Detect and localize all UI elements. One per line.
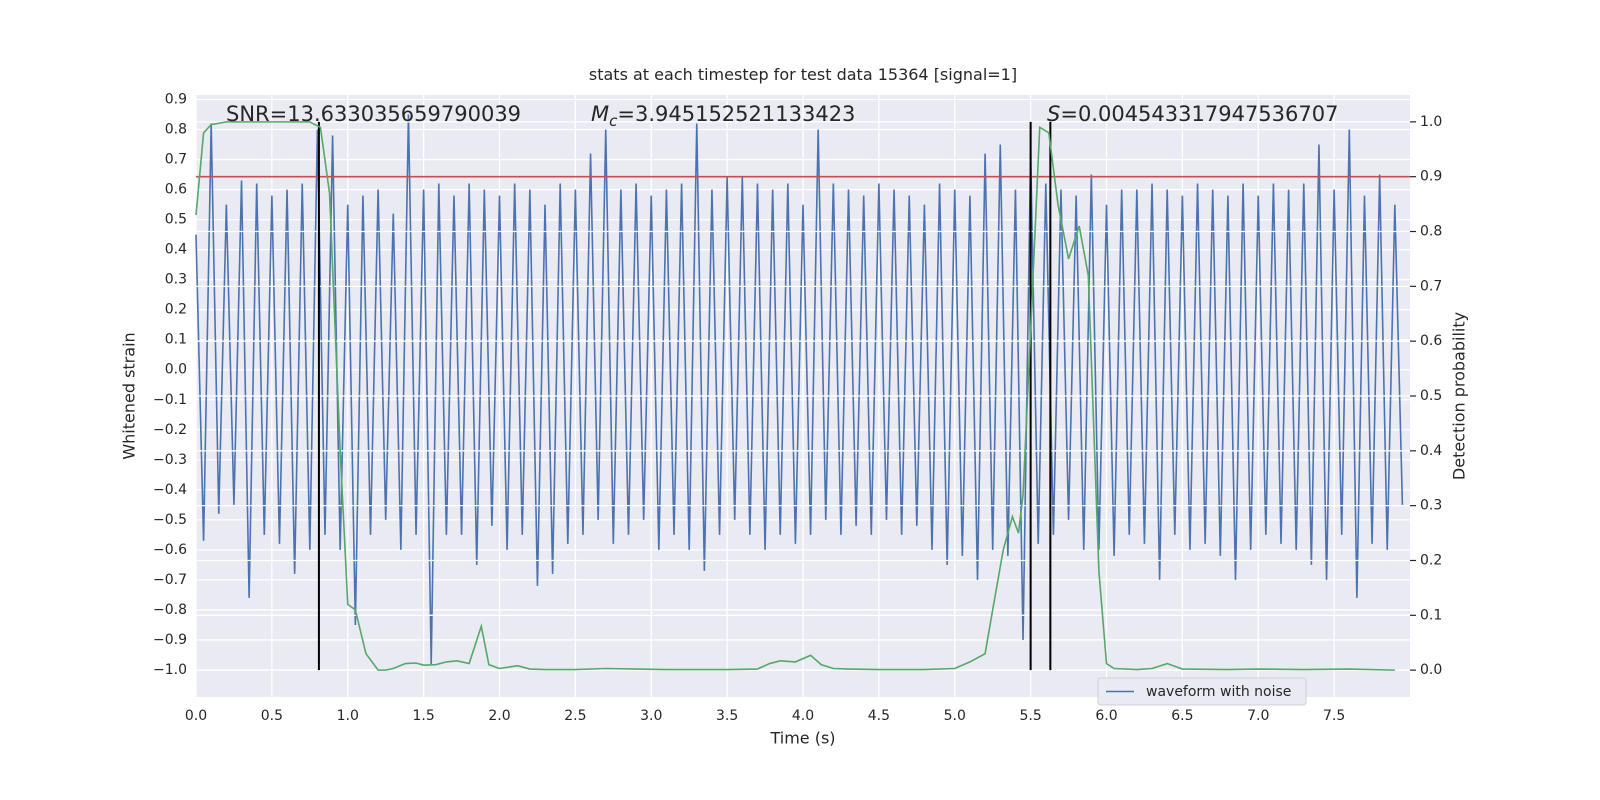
y-tick-label: −0.8	[153, 602, 187, 618]
annotation-text: SNR=13.633035659790039	[226, 102, 521, 126]
y2-tick-label: 0.5	[1420, 388, 1442, 404]
x-tick-label: 7.5	[1323, 708, 1345, 724]
data-line	[195, 114, 1404, 664]
y2-axis-label: Detection probability	[1450, 312, 1469, 480]
y-tick-label: 0.9	[165, 92, 187, 108]
x-tick-label: 2.0	[488, 708, 510, 724]
x-tick-label: 5.0	[944, 708, 966, 724]
y-tick-label: 0.6	[165, 182, 187, 198]
y-tick-label: −0.4	[153, 482, 187, 498]
y-tick-label: 0.2	[165, 302, 187, 318]
data-line	[195, 121, 1395, 671]
y-axis-label: Whitened strain	[120, 332, 139, 459]
x-tick-label: 1.5	[412, 708, 434, 724]
legend-box	[1097, 677, 1307, 706]
legend: waveform with noise	[1097, 677, 1307, 706]
y-tick-label: −1.0	[153, 662, 187, 678]
y-tick-label: 0.1	[165, 332, 187, 348]
y-tick-label: 0.8	[165, 122, 187, 138]
y2-tick-label: 0.6	[1420, 333, 1442, 349]
x-tick-label: 4.0	[792, 708, 814, 724]
y-tick-label: 0.5	[165, 212, 187, 228]
annotation-symbol: S	[1047, 102, 1060, 126]
x-tick-label: 1.0	[337, 708, 359, 724]
x-tick-label: 3.0	[640, 708, 662, 724]
y-tick-label: −0.2	[153, 422, 187, 438]
y2-tick-label: 0.1	[1420, 607, 1442, 623]
annotation: Mc=3.945152521133423	[591, 102, 855, 130]
x-tick-label: 6.5	[1171, 708, 1193, 724]
x-tick-label: 0.5	[261, 708, 283, 724]
annotation-symbol: M	[591, 102, 609, 126]
y-tick-label: −0.9	[153, 632, 187, 648]
x-tick-label: 6.0	[1095, 708, 1117, 724]
annotation-text: =3.945152521133423	[617, 102, 855, 126]
y2-tick-label: 0.9	[1420, 169, 1442, 185]
x-tick-label: 3.5	[716, 708, 738, 724]
annotation-subscript: c	[609, 112, 618, 130]
y-tick-label: −0.6	[153, 542, 187, 558]
y2-tick-label: 0.3	[1420, 498, 1442, 514]
annotation-text: =0.004543317947536707	[1060, 102, 1338, 126]
y-tick-label: −0.7	[153, 572, 187, 588]
chart-title: stats at each timestep for test data 153…	[589, 65, 1017, 84]
y2-tick-label: 0.4	[1420, 443, 1442, 459]
y-tick-label: 0.3	[165, 272, 187, 288]
x-tick-label: 7.0	[1247, 708, 1269, 724]
y2-tick-label: 1.0	[1420, 114, 1442, 130]
legend-label: waveform with noise	[1146, 684, 1291, 700]
y-tick-label: 0.0	[165, 362, 187, 378]
y-tick-label: −0.1	[153, 392, 187, 408]
x-tick-label: 0.0	[185, 708, 207, 724]
y2-tick-label: 0.0	[1420, 662, 1442, 678]
annotation: S=0.004543317947536707	[1047, 102, 1338, 126]
y2-tick-label: 0.7	[1420, 278, 1442, 294]
y2-tick-label: 0.2	[1420, 552, 1442, 568]
x-tick-label: 5.5	[1019, 708, 1041, 724]
x-tick-label: 2.5	[564, 708, 586, 724]
y-tick-label: 0.7	[165, 152, 187, 168]
y-tick-label: −0.3	[153, 452, 187, 468]
annotation: SNR=13.633035659790039	[226, 102, 521, 126]
x-tick-label: 4.5	[868, 708, 890, 724]
y-tick-label: −0.5	[153, 512, 187, 528]
y-tick-label: 0.4	[165, 242, 187, 258]
y2-tick-label: 0.8	[1420, 224, 1442, 240]
x-axis-label: Time (s)	[769, 729, 835, 748]
